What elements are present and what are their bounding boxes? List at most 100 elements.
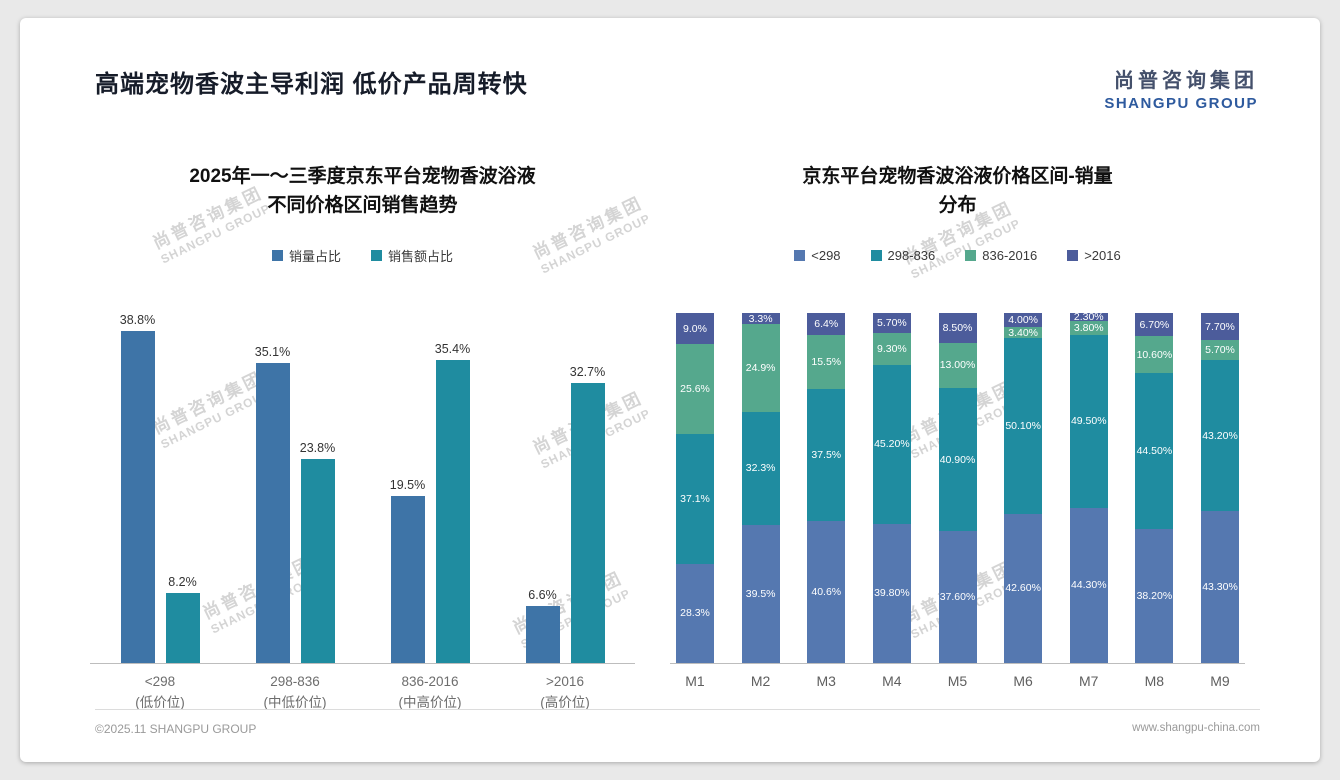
legend-label: 298-836	[887, 247, 936, 263]
bar-group: 35.1% 23.8%	[255, 345, 335, 663]
stack-segment: 38.20%	[1135, 529, 1174, 663]
legend-label: 销售额占比	[388, 248, 454, 264]
bar-value-label: 32.7%	[569, 365, 606, 380]
x-axis-label: 298-836 (中低价位)	[256, 672, 335, 714]
category-name: <298	[144, 673, 176, 689]
company-logo: 尚普咨询集团 SHANGPU GROUP	[1104, 64, 1258, 112]
legend-item: 298-836	[870, 247, 936, 264]
right-chart-legend: <298 298-836 836-2016 >2016	[670, 247, 1245, 264]
bar	[435, 360, 470, 663]
x-axis-label: 836-2016 (中高价位)	[391, 672, 470, 714]
left-chart-title: 2025年一～三季度京东平台宠物香波浴液 不同价格区间销售趋势	[90, 162, 635, 221]
category-subname: (中低价位)	[263, 694, 327, 710]
bar-column: 35.4%	[434, 342, 471, 663]
stack-segment: 2.30%	[1069, 311, 1108, 323]
left-chart-title-line1: 2025年一～三季度京东平台宠物香波浴液	[189, 166, 536, 187]
legend-label: <298	[811, 247, 841, 263]
stacked-bar: 37.60% 40.90% 13.00% 8.50%	[938, 312, 977, 663]
stack-segment: 50.10%	[1004, 338, 1043, 514]
bar	[390, 496, 425, 663]
stacked-bar: 38.20% 44.50% 10.60% 6.70%	[1135, 312, 1174, 663]
stacked-bar: 39.5% 32.3% 24.9% 3.3%	[741, 313, 780, 663]
stack-segment: 32.3%	[741, 411, 780, 525]
right-chart-title-line1: 京东平台宠物香波浴液价格区间-销量	[802, 166, 1113, 187]
x-axis-label: M7	[1079, 672, 1099, 689]
stacked-bar: 40.6% 37.5% 15.5% 6.4%	[807, 312, 846, 663]
x-axis-label: <298 (低价位)	[121, 672, 200, 714]
stack-segment: 39.80%	[872, 523, 911, 663]
stack-segment: 6.70%	[1135, 312, 1174, 337]
category-name: >2016	[546, 673, 584, 689]
stack-segment: 37.1%	[676, 434, 714, 564]
bar	[120, 331, 155, 663]
x-axis-label: M3	[816, 672, 836, 689]
legend-swatch	[371, 249, 382, 261]
stack-segment: 45.20%	[872, 365, 911, 524]
x-axis-label: M1	[685, 672, 705, 689]
bar	[570, 383, 605, 663]
stack-segment: 40.90%	[938, 388, 977, 532]
legend-swatch	[794, 249, 806, 261]
stack-segment: 43.30%	[1201, 511, 1239, 663]
x-axis-label: M4	[882, 672, 902, 689]
stack-segment: 3.80%	[1069, 321, 1108, 335]
stack-segment: 49.50%	[1069, 334, 1108, 508]
stack-segment: 37.5%	[807, 389, 846, 521]
left-chart-legend: 销量占比 销售额占比	[90, 247, 635, 264]
x-axis-label: M2	[750, 672, 771, 689]
stacked-bar: 28.3% 37.1% 25.6% 9.0%	[676, 312, 714, 663]
stack-segment: 44.50%	[1135, 373, 1174, 530]
x-axis-label: >2016 (高价位)	[526, 672, 605, 714]
stack-segment: 3.3%	[741, 313, 780, 325]
stack-segment: 25.6%	[676, 344, 714, 435]
stack-segment: 37.60%	[938, 531, 977, 663]
logo-chinese-text: 尚普咨询集团	[1114, 70, 1258, 92]
bar-column: 19.5%	[390, 478, 425, 663]
right-chart-plot: 28.3% 37.1% 25.6% 9.0% 39.5% 32.3% 24.9% 3.3% 40…	[670, 280, 1245, 664]
stack-segment: 44.30%	[1069, 507, 1108, 663]
bar-group: 6.6% 32.7%	[525, 365, 606, 663]
stacked-bar: 44.30% 49.50% 3.80% 2.30%	[1069, 311, 1108, 663]
legend-swatch	[870, 249, 882, 261]
website-text: www.shangpu-china.com	[1132, 722, 1260, 734]
bar-column: 35.1%	[255, 345, 290, 663]
bar-column: 6.6%	[525, 588, 560, 663]
bar-group: 19.5% 35.4%	[390, 342, 471, 663]
stack-segment: 43.20%	[1201, 360, 1239, 512]
category-subname: (低价位)	[135, 694, 185, 710]
stack-segment: 24.9%	[741, 324, 780, 412]
stack-segment: 7.70%	[1201, 313, 1239, 341]
slide-content: 高端宠物香波主导利润 低价产品周转快 尚普咨询集团 SHANGPU GROUP …	[20, 18, 1320, 762]
stack-segment: 40.6%	[807, 520, 846, 663]
stacked-bar: 42.60% 50.10% 3.40% 4.00%	[1004, 312, 1043, 663]
legend-swatch	[271, 249, 283, 261]
stack-segment: 15.5%	[807, 335, 846, 390]
stack-segment: 10.60%	[1135, 336, 1174, 374]
bar	[165, 592, 200, 663]
right-chart-title: 京东平台宠物香波浴液价格区间-销量 分布	[670, 162, 1245, 221]
legend-item: 销售额占比	[371, 247, 453, 264]
legend-item: 836-2016	[965, 247, 1037, 264]
legend-label: 836-2016	[982, 247, 1038, 263]
bar	[300, 459, 335, 663]
stack-segment: 28.3%	[676, 563, 714, 663]
slide-card: 尚普咨询集团 SHANGPU GROUP 尚普咨询集团 SHANGPU GROUP 尚普…	[20, 18, 1320, 762]
stack-segment: 6.4%	[807, 312, 846, 336]
left-chart-plot: 38.8% 8.2% 35.1% 23.8% 19.5% 35.4% 6.6% 32.7%	[90, 280, 635, 664]
stack-segment: 4.00%	[1004, 312, 1043, 327]
category-subname: (高价位)	[540, 694, 590, 710]
stacked-bar-chart: 京东平台宠物香波浴液价格区间-销量 分布 <298 298-836 836-2016…	[670, 162, 1245, 714]
stack-segment: 3.40%	[1004, 327, 1043, 339]
bar-column: 23.8%	[300, 441, 335, 663]
slide-footer: ©2025.11 SHANGPU GROUP www.shangpu-china…	[95, 709, 1260, 736]
stack-segment: 42.60%	[1004, 513, 1043, 663]
stacked-bar: 43.30% 43.20% 5.70% 7.70%	[1201, 313, 1239, 663]
x-axis-label: M5	[947, 672, 968, 689]
legend-swatch	[1067, 249, 1079, 261]
bar-column: 8.2%	[165, 575, 200, 663]
legend-label: >2016	[1084, 247, 1121, 263]
left-chart-xlabels: <298 (低价位) 298-836 (中低价位) 836-2016 (中高价位) >201…	[90, 672, 635, 714]
bar-value-label: 35.4%	[434, 342, 471, 357]
stack-segment: 13.00%	[938, 342, 977, 389]
right-chart-xlabels: M1 M2 M3 M4 M5 M6 M7 M8 M9	[670, 673, 1245, 689]
